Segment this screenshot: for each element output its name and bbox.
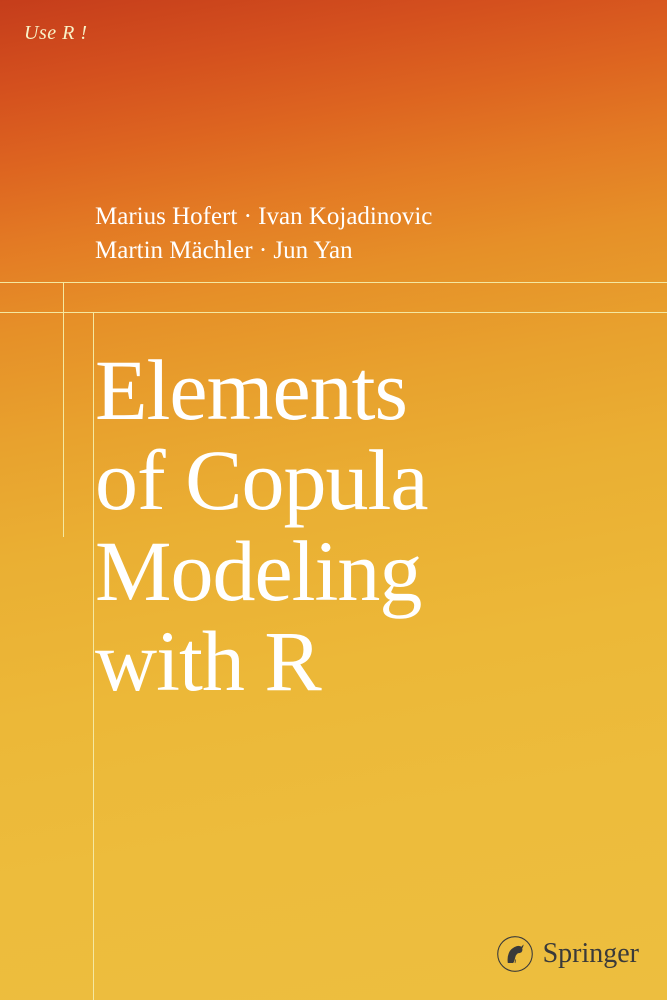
- divider-horizontal-bottom: [0, 312, 667, 313]
- book-title: Elements of Copula Modeling with R: [95, 345, 428, 706]
- springer-horse-icon: [497, 936, 533, 972]
- title-line-4: with R: [95, 616, 428, 706]
- divider-horizontal-top: [0, 282, 667, 283]
- publisher-name: Springer: [543, 938, 639, 970]
- authors-line-2: Martin Mächler · Jun Yan: [95, 234, 432, 268]
- authors-line-1: Marius Hofert · Ivan Kojadinovic: [95, 200, 432, 234]
- series-label: Use R !: [24, 22, 87, 45]
- title-line-3: Modeling: [95, 526, 428, 616]
- divider-vertical-left: [63, 282, 64, 537]
- title-line-1: Elements: [95, 345, 428, 435]
- divider-vertical-right: [93, 312, 94, 1000]
- publisher-block: Springer: [497, 936, 639, 972]
- title-line-2: of Copula: [95, 435, 428, 525]
- authors-block: Marius Hofert · Ivan Kojadinovic Martin …: [95, 200, 432, 268]
